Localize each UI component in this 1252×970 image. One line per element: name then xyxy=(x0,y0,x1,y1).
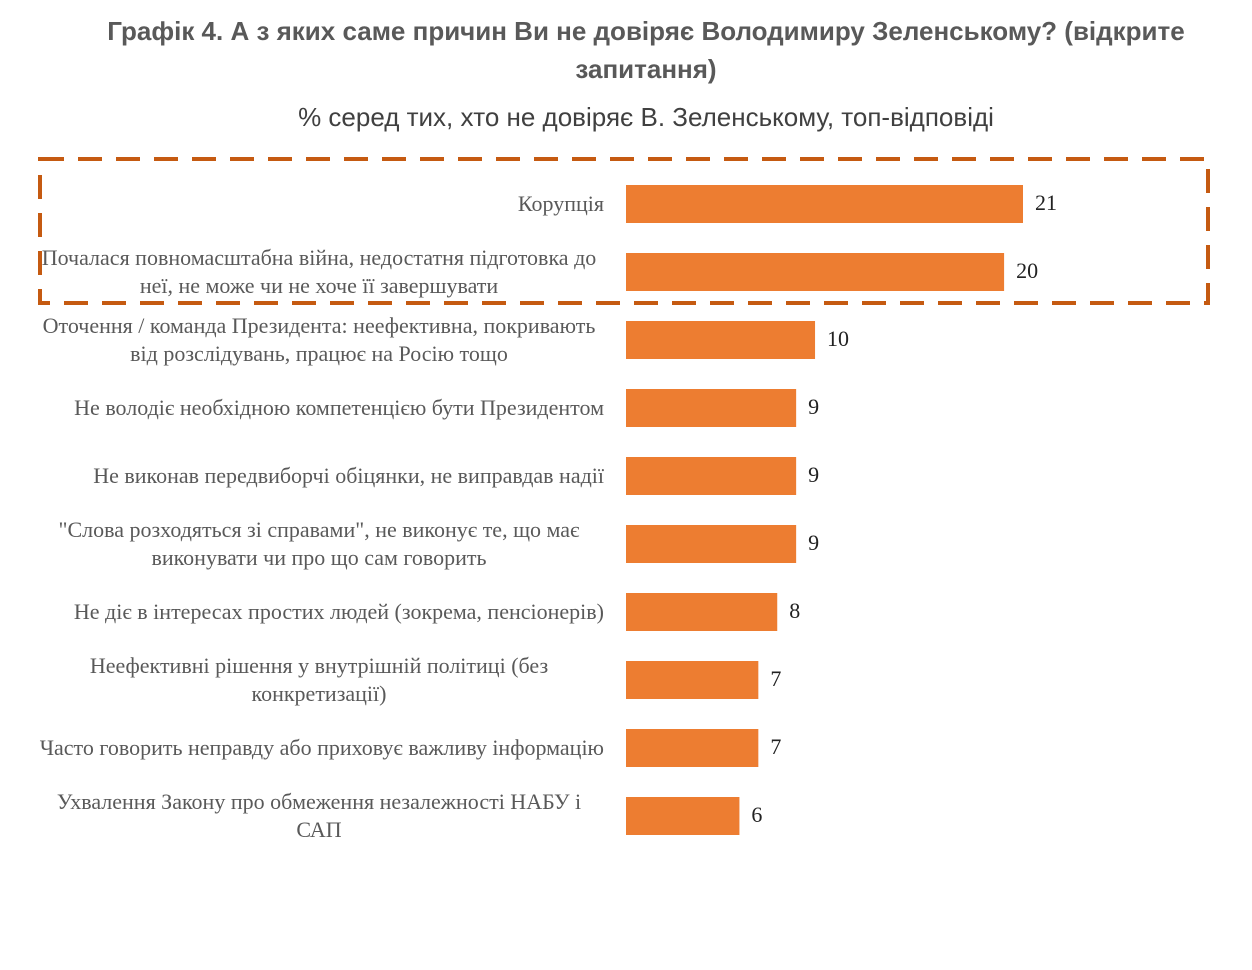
category-label: Почалася повномасштабна війна, недостатн… xyxy=(41,245,597,298)
value-label: 21 xyxy=(1035,190,1057,215)
category-label: Оточення / команда Президента: неефектив… xyxy=(42,313,596,366)
bar xyxy=(626,389,797,427)
category-label: Ухвалення Закону про обмеження незалежно… xyxy=(56,789,582,842)
chart-title: Графік 4. А з яких саме причин Ви не дов… xyxy=(107,16,1185,84)
value-label: 8 xyxy=(789,598,800,623)
category-label: Не діє в інтересах простих людей (зокрем… xyxy=(73,599,604,624)
category-label: Часто говорить неправду або приховує важ… xyxy=(39,735,604,760)
value-label: 7 xyxy=(770,666,781,691)
value-label: 9 xyxy=(808,394,819,419)
category-label: "Слова розходяться зі справами", не вико… xyxy=(58,517,580,570)
bar xyxy=(626,729,759,767)
bar xyxy=(626,185,1023,223)
value-label: 6 xyxy=(751,802,762,827)
chart-subtitle: % серед тих, хто не довіряє В. Зеленсько… xyxy=(298,102,994,132)
bar xyxy=(626,321,816,359)
highlight-box xyxy=(38,157,1210,305)
value-label: 7 xyxy=(770,734,781,759)
bar xyxy=(626,253,1005,291)
category-label: Неефективні рішення у внутрішній політиц… xyxy=(89,653,549,706)
bar xyxy=(626,525,797,563)
category-label: Корупція xyxy=(517,191,604,216)
category-label: Не володіє необхідною компетенцією бути … xyxy=(74,395,604,420)
bar xyxy=(626,593,778,631)
bar xyxy=(626,661,759,699)
bar xyxy=(626,797,740,835)
category-label: Не виконав передвиборчі обіцянки, не вип… xyxy=(93,463,604,488)
value-label: 10 xyxy=(827,326,849,351)
value-label: 9 xyxy=(808,462,819,487)
value-label: 9 xyxy=(808,530,819,555)
value-label: 20 xyxy=(1016,258,1038,283)
bar xyxy=(626,457,797,495)
